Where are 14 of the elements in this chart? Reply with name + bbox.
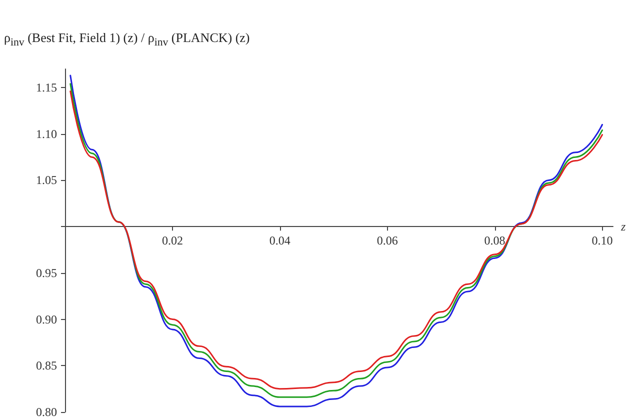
y-tick-label: 1.05 <box>36 173 57 188</box>
y-tick-label: 1.15 <box>36 80 57 95</box>
y-tick-label: 0.95 <box>36 266 57 280</box>
y-tick-label: 0.90 <box>36 312 57 326</box>
x-tick-label: 0.10 <box>592 234 613 248</box>
y-tick-label: 0.85 <box>36 358 57 373</box>
x-axis-title: z <box>620 220 626 234</box>
x-tick-label: 0.02 <box>162 234 183 248</box>
y-tick-label: 1.10 <box>36 126 57 141</box>
y-axis-title: ρ$_{inv}$ (Best Fit, Field 1) (z) / ρ$_{inv}$ (PLANCK) (z) <box>4 30 250 49</box>
x-tick-label: 0.08 <box>484 234 506 248</box>
y-tick-label: 0.80 <box>36 405 57 419</box>
x-tick-label: 0.06 <box>376 234 398 248</box>
x-tick-label: 0.04 <box>269 234 290 248</box>
